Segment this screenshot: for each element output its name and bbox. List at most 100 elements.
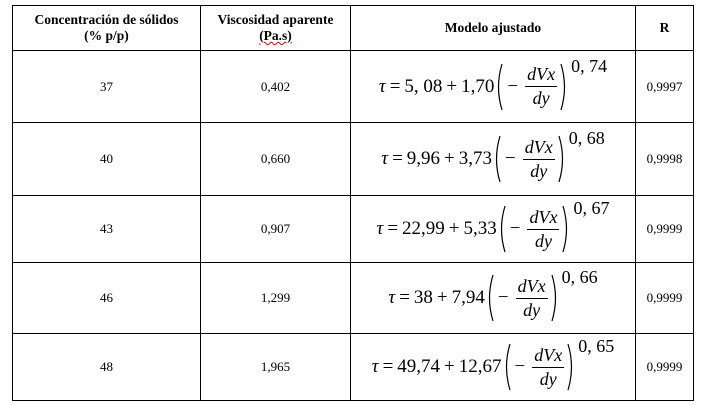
- formula-exponent: 0, 74: [571, 55, 608, 76]
- cell: 0,660: [200, 122, 351, 196]
- fraction: dVx dy: [532, 345, 565, 390]
- header-cell: Modelo ajustado: [350, 5, 636, 51]
- formula-number: 5, 08: [404, 75, 443, 97]
- cell: 0,9999: [635, 195, 694, 263]
- table-row: 37 0,402 τ = 5, 08 +1,70− dVx dy 0, 74 0,9997: [12, 50, 694, 123]
- formula: τ = 49,74 +12,67− dVx dy 0, 65: [371, 336, 614, 392]
- fraction-numerator: dVx: [515, 276, 548, 299]
- formula-operator: −: [509, 218, 521, 239]
- formula-operator: −: [507, 75, 519, 97]
- formula-number: 3,73: [458, 148, 493, 169]
- parenthesis-stroke: [500, 205, 506, 253]
- formula-operator: =: [387, 218, 399, 239]
- formula-exponent: 0, 66: [561, 267, 598, 287]
- fraction: dVx dy: [515, 276, 548, 321]
- formula-exponent: 0, 67: [573, 198, 610, 218]
- parenthesis-stroke: [505, 343, 511, 391]
- formula-operator: +: [448, 218, 460, 239]
- formula-symbol: τ: [388, 287, 396, 308]
- parenthesis-stroke: [498, 63, 503, 110]
- formula-symbol: τ: [378, 75, 386, 97]
- table-row: 46 1,299 τ = 38 +7,94− dVx dy 0, 66 0,9999: [12, 262, 694, 334]
- parenthesis: [562, 205, 568, 253]
- header-row: Concentración de sólidos (% p/p) Viscosid…: [12, 5, 694, 51]
- parenthesis: [505, 343, 511, 391]
- formula-operator: =: [392, 148, 403, 169]
- fraction-denominator: dy: [539, 368, 557, 389]
- formula-symbol: τ: [371, 356, 379, 377]
- formula-exponent: 0, 68: [568, 128, 605, 148]
- formula-number: 9,96: [406, 148, 441, 169]
- fraction-denominator: dy: [530, 160, 548, 181]
- fraction: dVx dy: [522, 137, 555, 182]
- header-cell: R: [635, 5, 694, 51]
- fraction-denominator: dy: [534, 230, 552, 251]
- cell: 43: [12, 195, 201, 263]
- formula: τ = 22,99 +5,33− dVx dy 0, 67: [376, 198, 609, 254]
- formula-cell: τ = 9,96 +3,73− dVx dy 0, 68: [350, 122, 636, 196]
- cell: 1,299: [200, 262, 351, 334]
- formula-operator: −: [505, 148, 516, 169]
- formula-number: 12,67: [458, 356, 502, 377]
- formula-operator: +: [444, 356, 455, 377]
- parenthesis: [567, 343, 573, 391]
- formula-cell: τ = 22,99 +5,33− dVx dy 0, 67: [350, 195, 636, 263]
- table-row: 48 1,965 τ = 49,74 +12,67− dVx dy 0, 65 0,9999: [12, 333, 694, 401]
- parenthesis: [498, 63, 503, 110]
- formula-operator: +: [444, 148, 455, 169]
- table-header: Concentración de sólidos (% p/p) Viscosid…: [12, 5, 694, 51]
- parenthesis-stroke: [562, 205, 568, 253]
- formula-symbol: τ: [376, 218, 384, 239]
- cell: 37: [12, 50, 201, 123]
- parenthesis-stroke: [560, 63, 566, 110]
- formula-operator: −: [514, 356, 526, 377]
- formula-exponent: 0, 65: [578, 336, 615, 356]
- fraction-denominator: dy: [523, 299, 541, 320]
- cell: 0,907: [200, 195, 351, 263]
- header-text: Modelo ajustado: [444, 20, 542, 35]
- header-text: Viscosidad aparente: [217, 12, 334, 27]
- formula: τ = 5, 08 +1,70− dVx dy 0, 74: [378, 56, 607, 112]
- formula-cell: τ = 5, 08 +1,70− dVx dy 0, 74: [350, 50, 636, 123]
- parenthesis: [488, 274, 494, 322]
- fraction-denominator: dy: [532, 88, 550, 108]
- table-row: 40 0,660 τ = 9,96 +3,73− dVx dy 0, 68 0,9998: [12, 122, 694, 196]
- data-table: Concentración de sólidos (% p/p) Viscosid…: [12, 5, 694, 401]
- cell: 0,9998: [635, 122, 694, 196]
- parenthesis: [560, 63, 566, 110]
- formula-operator: =: [382, 356, 394, 377]
- table-body: 37 0,402 τ = 5, 08 +1,70− dVx dy 0, 74 0,9997 40 0,…: [12, 50, 694, 401]
- header-text: (Pa.s): [259, 28, 292, 43]
- formula: τ = 38 +7,94− dVx dy 0, 66: [388, 267, 598, 323]
- parenthesis: [558, 135, 563, 183]
- formula-number: 7,94: [451, 287, 485, 308]
- formula-symbol: τ: [381, 148, 389, 169]
- formula-number: 49,74: [397, 356, 441, 377]
- fraction-numerator: dVx: [525, 64, 558, 87]
- fraction: dVx dy: [527, 207, 560, 252]
- parenthesis: [500, 205, 506, 253]
- fraction: dVx dy: [525, 64, 558, 109]
- formula-operator: −: [497, 287, 509, 308]
- cell: 0,402: [200, 50, 351, 123]
- parenthesis-stroke: [488, 274, 494, 322]
- formula-operator: +: [446, 75, 458, 97]
- cell: 48: [12, 333, 201, 401]
- fraction-numerator: dVx: [532, 345, 565, 368]
- formula-number: 38: [413, 287, 433, 308]
- parenthesis-stroke: [567, 343, 573, 391]
- cell: 0,9997: [635, 50, 694, 123]
- formula-operator: =: [399, 287, 410, 308]
- cell: 1,965: [200, 333, 351, 401]
- parenthesis-stroke: [558, 135, 563, 183]
- formula-operator: +: [436, 287, 448, 308]
- cell: 40: [12, 122, 201, 196]
- parenthesis: [495, 135, 501, 183]
- formula: τ = 9,96 +3,73− dVx dy 0, 68: [381, 128, 605, 184]
- formula-number: 22,99: [402, 218, 445, 239]
- header-text: R: [659, 20, 670, 35]
- cell: 0,9999: [635, 333, 694, 401]
- formula-operator: =: [389, 75, 401, 97]
- cell: 46: [12, 262, 201, 334]
